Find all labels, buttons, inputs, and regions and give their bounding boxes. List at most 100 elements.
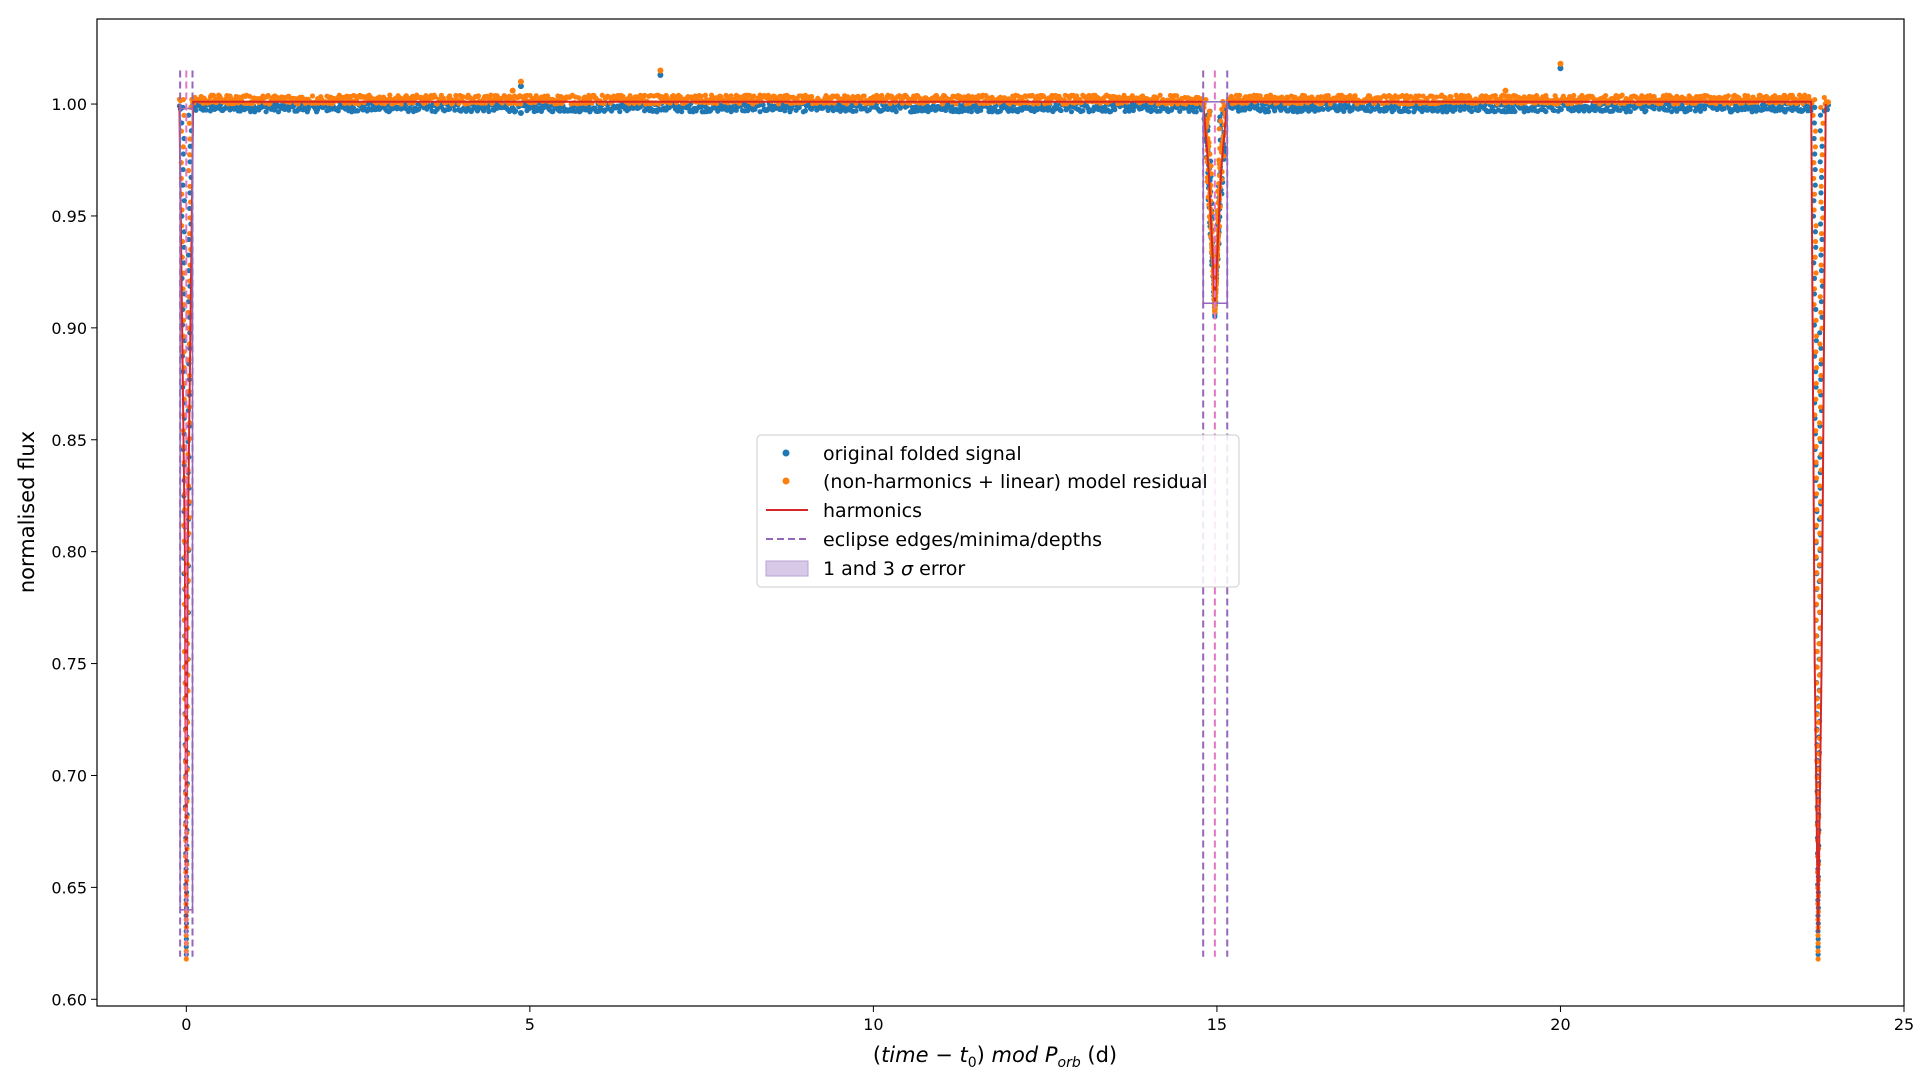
- data-point: [897, 105, 903, 111]
- data-point: [1813, 270, 1819, 276]
- data-point: [545, 93, 551, 99]
- data-point: [1216, 126, 1222, 132]
- legend: original folded signal (non-harmonics + …: [756, 434, 1240, 588]
- data-point: [596, 108, 602, 114]
- data-point: [185, 252, 192, 258]
- data-point: [572, 108, 579, 115]
- data-point: [1813, 384, 1819, 390]
- data-point: [1656, 106, 1662, 112]
- outlier-point: [657, 71, 664, 78]
- data-point: [460, 94, 466, 100]
- data-point: [1813, 365, 1820, 371]
- data-point: [1265, 109, 1272, 115]
- outlier-point: [657, 67, 664, 74]
- data-point: [203, 107, 209, 113]
- data-point: [1207, 151, 1213, 157]
- data-point: [183, 956, 189, 962]
- data-point: [1813, 306, 1819, 313]
- data-point: [481, 108, 487, 114]
- data-point: [1817, 112, 1824, 118]
- data-point: [1818, 299, 1825, 305]
- data-point: [1819, 167, 1825, 174]
- data-point: [1818, 174, 1825, 180]
- x-tick-label: 20: [1550, 1015, 1570, 1034]
- data-point: [1814, 506, 1820, 513]
- data-point: [1216, 157, 1222, 163]
- data-point: [641, 92, 648, 98]
- data-point: [1177, 108, 1183, 114]
- x-tick-label: 10: [863, 1015, 883, 1034]
- data-point: [1821, 94, 1827, 101]
- data-point: [186, 112, 192, 118]
- data-point: [513, 108, 519, 114]
- data-point: [1812, 369, 1819, 375]
- legend-label-original: original folded signal: [823, 443, 1022, 465]
- data-point: [186, 236, 192, 243]
- x-tick-label: 5: [525, 1015, 535, 1034]
- data-point: [1815, 940, 1821, 946]
- y-tick-label: 0.60: [51, 990, 87, 1009]
- outlier-point: [1502, 87, 1509, 94]
- data-point: [1814, 570, 1820, 576]
- data-point: [1750, 94, 1756, 100]
- data-point: [1817, 221, 1824, 227]
- y-axis-label: normalised flux: [15, 431, 39, 593]
- data-point: [1651, 106, 1657, 112]
- y-tick-label: 0.95: [51, 207, 87, 226]
- data-point: [1216, 161, 1222, 167]
- data-point: [1813, 244, 1819, 250]
- data-point: [453, 92, 459, 99]
- data-point: [1817, 330, 1823, 336]
- data-point: [187, 159, 193, 165]
- data-point: [1812, 151, 1818, 157]
- data-point: [376, 94, 383, 100]
- legend-label-eclipse: eclipse edges/minima/depths: [823, 529, 1102, 551]
- data-point: [1812, 166, 1818, 173]
- data-point: [1812, 144, 1818, 150]
- data-point: [1236, 92, 1243, 98]
- data-point: [1812, 104, 1818, 111]
- data-point: [1301, 93, 1308, 99]
- data-point: [1208, 163, 1214, 169]
- data-point: [830, 108, 836, 114]
- data-point: [1299, 108, 1306, 114]
- data-point: [1816, 562, 1823, 568]
- data-point: [1217, 145, 1223, 151]
- outlier-point: [517, 110, 524, 116]
- data-point: [447, 106, 453, 112]
- legend-marker-original: [782, 449, 790, 457]
- data-point: [1814, 585, 1820, 592]
- data-point: [1217, 114, 1223, 120]
- data-point: [1818, 345, 1824, 351]
- data-point: [1813, 459, 1819, 465]
- data-point: [1815, 948, 1821, 954]
- data-point: [1818, 262, 1824, 268]
- data-point: [1817, 159, 1823, 165]
- data-point: [802, 108, 809, 114]
- data-point: [1697, 108, 1704, 114]
- data-point: [796, 104, 802, 111]
- data-point: [1814, 648, 1820, 655]
- legend-label-residual: (non-harmonics + linear) model residual: [823, 471, 1208, 493]
- data-point: [486, 108, 492, 115]
- data-point: [1818, 357, 1825, 363]
- outlier-point: [1557, 65, 1564, 72]
- data-point: [1813, 396, 1819, 402]
- data-point: [698, 93, 704, 99]
- data-point: [1643, 108, 1649, 114]
- data-point: [1818, 190, 1824, 196]
- data-point: [1433, 94, 1440, 100]
- y-tick-label: 0.75: [51, 655, 87, 674]
- data-point: [309, 93, 316, 99]
- data-point: [275, 109, 282, 115]
- data-point: [1818, 199, 1824, 205]
- data-point: [1206, 139, 1212, 146]
- data-point: [1817, 436, 1823, 442]
- data-point: [1812, 182, 1818, 188]
- data-point: [187, 136, 193, 142]
- data-point: [1772, 93, 1778, 99]
- data-point: [475, 93, 482, 99]
- data-point: [1813, 349, 1819, 355]
- y-tick-label: 0.85: [51, 431, 87, 450]
